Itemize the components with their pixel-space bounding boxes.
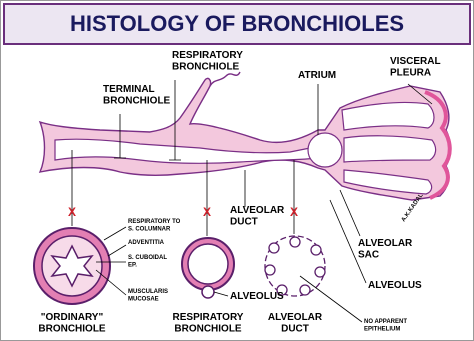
label: PLEURA bbox=[390, 68, 431, 79]
ordinary-bronchiole bbox=[33, 227, 111, 305]
label: ALVEOLAR bbox=[358, 238, 413, 249]
label: ALVEOLAR bbox=[268, 312, 323, 323]
title: HISTOLOGY OF BRONCHIOLES bbox=[70, 11, 404, 36]
label: ATRIUM bbox=[298, 70, 336, 81]
label: DUCT bbox=[230, 217, 258, 228]
label: TERMINAL bbox=[103, 84, 155, 95]
leader-lines bbox=[95, 80, 433, 323]
label: ALVEOLAR bbox=[230, 205, 285, 216]
label: DUCT bbox=[281, 324, 309, 335]
label: BRONCHIOLE bbox=[103, 96, 171, 107]
label: VISCERAL bbox=[390, 56, 441, 67]
label: BRONCHIOLE bbox=[172, 62, 240, 73]
label: BRONCHIOLE bbox=[174, 324, 242, 335]
label: S. COLUMNAR bbox=[128, 227, 171, 233]
label: BRONCHIOLE bbox=[38, 324, 106, 335]
section-marker: X bbox=[203, 205, 211, 219]
label: ADVENTITIA bbox=[128, 240, 165, 246]
title-banner bbox=[3, 3, 471, 45]
section-arrows bbox=[71, 150, 295, 236]
label: SAC bbox=[358, 250, 379, 261]
label: EP. bbox=[128, 263, 137, 269]
label: "ORDINARY" bbox=[41, 312, 104, 323]
label: MUSCULARIS bbox=[128, 289, 168, 295]
label: RESPIRATORY bbox=[173, 312, 244, 323]
section-marker: X bbox=[290, 205, 298, 219]
section-marker: X bbox=[68, 205, 76, 219]
airway-lumen bbox=[54, 101, 437, 195]
respiratory-bronchiole-section bbox=[181, 237, 235, 299]
label: S. CUBOIDAL bbox=[128, 255, 167, 261]
pleura bbox=[424, 90, 452, 200]
alveolar-duct-section bbox=[264, 235, 326, 297]
label: MUCOSAE bbox=[128, 297, 159, 303]
label: RESPIRATORY TO bbox=[128, 219, 181, 225]
label: NO APPARENT bbox=[364, 319, 407, 325]
label: RESPIRATORY bbox=[172, 50, 243, 61]
label: ALVEOLUS bbox=[230, 291, 284, 302]
label: ALVEOLUS bbox=[368, 280, 422, 291]
label: EPITHELIUM bbox=[364, 327, 400, 333]
